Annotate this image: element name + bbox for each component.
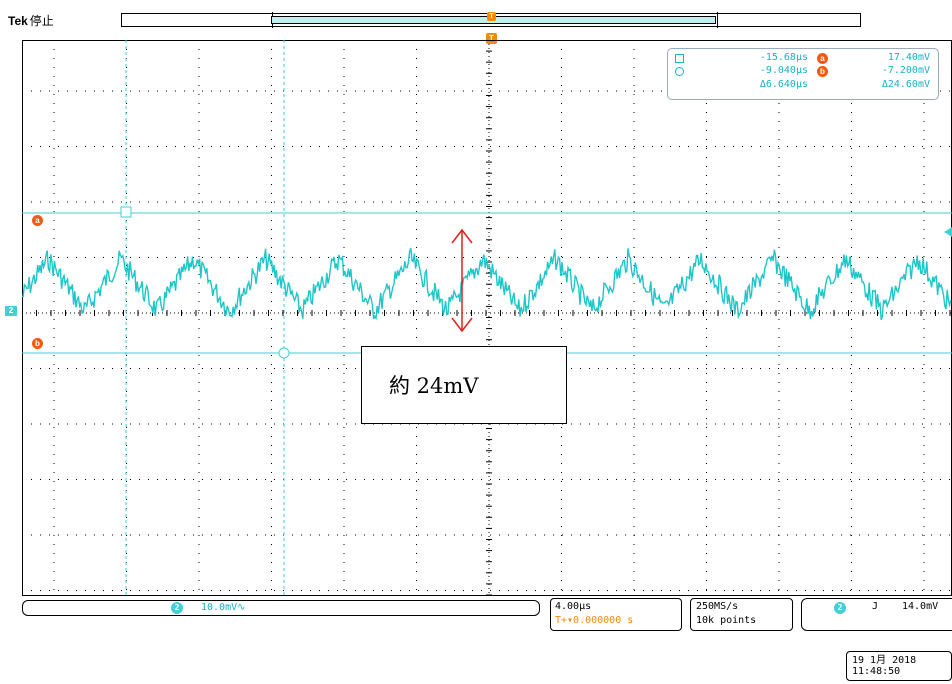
date-label: 19 1月 2018	[852, 655, 917, 666]
datetime-box: 19 1月 2018 11:48:50	[846, 651, 952, 681]
trigger-level: 14.0mV	[902, 601, 939, 612]
record-length: 10k points	[696, 615, 757, 626]
cursor-readout-panel: -15.68µs a 17.40mV -9.040µs b -7.200mV Δ…	[667, 48, 939, 100]
cursor-b-time: -9.040µs	[759, 65, 808, 76]
brand-label: Tek 停止	[8, 12, 54, 29]
brand-name: Tek	[8, 14, 28, 28]
timebase-box[interactable]: 4.00µs T+▾0.000000 s	[550, 598, 682, 631]
waveform-trace	[22, 247, 952, 321]
trigger-level-arrow[interactable]	[944, 227, 952, 237]
record-window-right-tick	[717, 12, 718, 28]
cursor-square-glyph	[120, 206, 132, 218]
trigger-position-top-marker: T	[487, 12, 496, 21]
trigger-box[interactable]: 2 J 14.0mV	[801, 598, 952, 631]
amplitude-arrow-head-bottom	[451, 317, 473, 333]
amplitude-annotation-text: 約 24mV	[389, 374, 479, 398]
trigger-slope-icon: J	[872, 601, 879, 612]
cursor-delta-voltage: Δ24.60mV	[881, 79, 930, 90]
sample-rate: 250MS/s	[696, 601, 739, 612]
cursor-a-voltage: 17.40mV	[887, 52, 930, 63]
circle-cursor-icon	[675, 67, 684, 76]
cursor-delta-time: Δ6.640µs	[759, 79, 808, 90]
horizontal-position: T+▾0.000000 s	[555, 615, 634, 626]
graticule-svg	[22, 40, 952, 596]
cursor-b-badge: b	[817, 66, 828, 77]
channel-ground-marker[interactable]: 2	[5, 306, 17, 316]
amplitude-arrow-head-top	[451, 228, 473, 244]
trigger-position-marker[interactable]: T	[486, 33, 497, 44]
cursor-a-time: -15.68µs	[759, 52, 808, 63]
cursor-a-marker[interactable]: a	[32, 215, 43, 226]
channel-status-bar[interactable]: 2 10.0mV∿	[22, 600, 540, 616]
cursor-a-badge: a	[817, 53, 828, 64]
channel-2-scale: 10.0mV∿	[201, 602, 246, 613]
square-cursor-icon	[675, 54, 684, 63]
scope-graticule	[22, 40, 952, 596]
time-label: 11:48:50	[852, 666, 901, 677]
amplitude-annotation: 約 24mV	[361, 346, 567, 424]
cursor-b-voltage: -7.200mV	[881, 65, 930, 76]
horizontal-scale: 4.00µs	[555, 601, 592, 612]
channel-2-badge: 2	[171, 602, 183, 614]
trigger-channel-badge: 2	[834, 602, 846, 614]
acquisition-state: 停止	[29, 14, 54, 28]
acquisition-box[interactable]: 250MS/s 10k points	[690, 598, 793, 631]
cursor-circle-glyph	[278, 347, 290, 359]
cursor-b-marker[interactable]: b	[32, 338, 43, 349]
